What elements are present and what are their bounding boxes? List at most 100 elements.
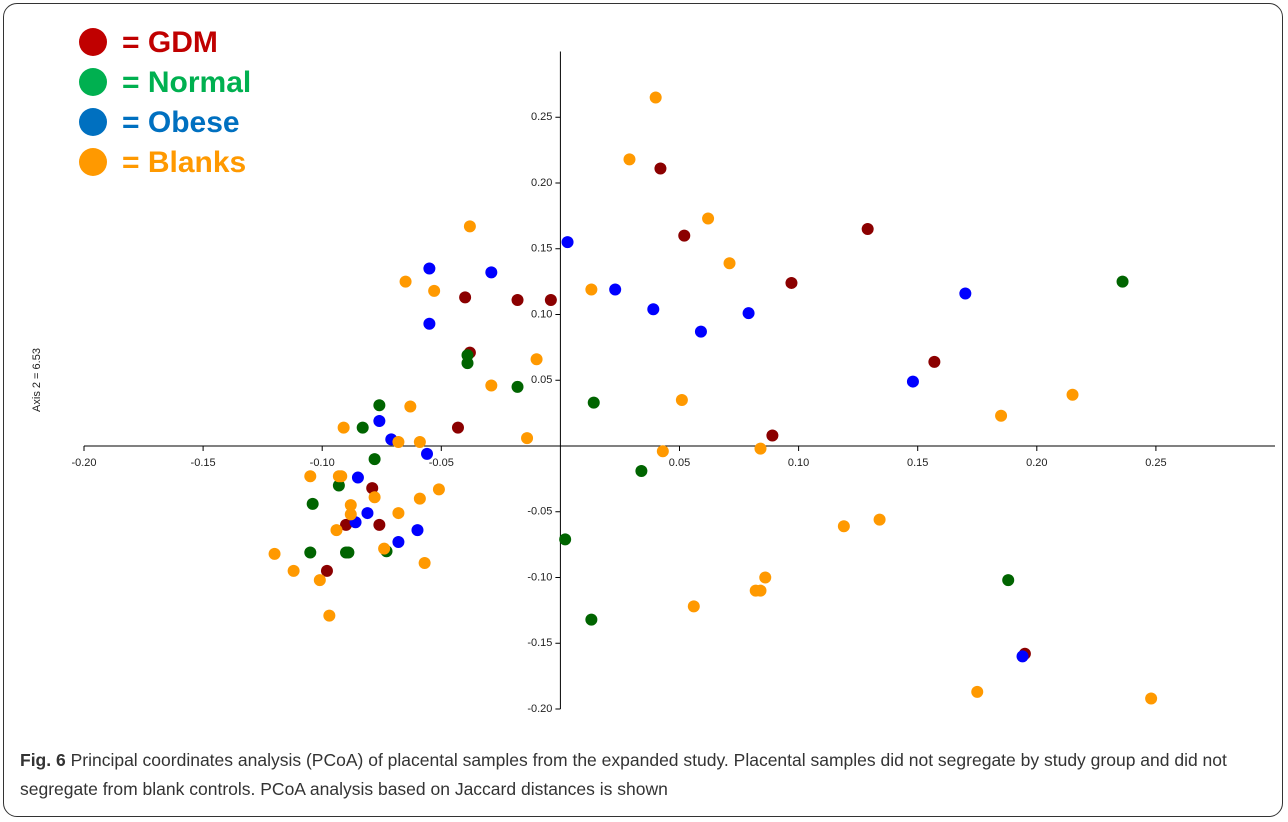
point	[423, 262, 436, 275]
legend-marker	[79, 148, 107, 176]
point	[399, 275, 412, 288]
point	[432, 483, 445, 496]
point	[928, 355, 941, 368]
x-tick-label: 0.25	[1145, 457, 1166, 469]
point	[623, 153, 636, 166]
point	[366, 482, 379, 495]
legend-marker	[79, 28, 107, 56]
point	[320, 564, 333, 577]
frame	[3, 3, 1283, 817]
point	[373, 518, 386, 531]
point	[373, 415, 386, 428]
point	[304, 470, 317, 483]
legend-label: = GDM	[122, 26, 218, 59]
point	[392, 507, 405, 520]
point	[337, 421, 350, 434]
point	[959, 287, 972, 300]
x-tick-label: -0.20	[71, 457, 96, 469]
point	[404, 400, 417, 413]
point	[656, 445, 669, 458]
point	[340, 518, 353, 531]
point	[342, 546, 355, 559]
point	[559, 533, 572, 546]
legend-marker	[79, 108, 107, 136]
y-tick-label: 0.25	[531, 111, 552, 123]
point	[418, 557, 431, 570]
point	[785, 276, 798, 289]
point	[675, 393, 688, 406]
point	[687, 600, 700, 613]
point	[485, 379, 498, 392]
point	[368, 491, 381, 504]
point	[511, 294, 524, 307]
legend-label: = Obese	[122, 106, 240, 139]
x-tick-label: 0.15	[907, 457, 928, 469]
y-tick-label: 0.15	[531, 243, 552, 255]
x-tick-label: -0.05	[429, 457, 454, 469]
legend-marker	[79, 68, 107, 96]
point	[459, 291, 472, 304]
y-tick-label: 0.05	[531, 374, 552, 386]
point	[304, 546, 317, 559]
point	[754, 584, 767, 597]
point	[861, 223, 874, 236]
point	[368, 453, 381, 466]
point	[463, 220, 476, 233]
point	[1066, 388, 1079, 401]
caption-text: Principal coordinates analysis (PCoA) of…	[20, 750, 1227, 799]
point	[344, 499, 357, 512]
caption-label: Fig. 6	[20, 750, 66, 770]
legend-label: = Blanks	[122, 146, 246, 179]
point	[268, 547, 281, 560]
y-tick-label: -0.20	[527, 703, 552, 715]
point	[837, 520, 850, 533]
point	[1116, 275, 1129, 288]
point	[647, 303, 660, 316]
legend-label: = Normal	[122, 66, 251, 99]
point	[1145, 692, 1158, 705]
point	[373, 399, 386, 412]
x-tick-label: -0.15	[191, 457, 216, 469]
point	[423, 317, 436, 330]
point	[351, 471, 364, 484]
point	[344, 508, 357, 521]
point	[530, 353, 543, 366]
point	[1002, 574, 1015, 587]
point	[971, 685, 984, 698]
point	[485, 266, 498, 279]
point	[413, 436, 426, 449]
point	[649, 91, 662, 104]
point	[413, 492, 426, 505]
point	[392, 535, 405, 548]
point	[561, 236, 574, 249]
point	[361, 507, 374, 520]
point	[754, 442, 767, 455]
point	[766, 429, 779, 442]
point	[1016, 650, 1029, 663]
point	[356, 421, 369, 434]
point	[378, 542, 391, 555]
point	[313, 574, 326, 587]
point	[392, 436, 405, 449]
point	[635, 464, 648, 477]
x-tick-label: 0.20	[1026, 457, 1047, 469]
y-tick-label: -0.15	[527, 637, 552, 649]
point	[332, 479, 345, 492]
point	[330, 524, 343, 537]
y-axis-label: Axis 2 = 6.53	[31, 348, 43, 412]
point	[678, 229, 691, 242]
point	[609, 283, 622, 296]
point	[723, 257, 736, 270]
point	[585, 613, 598, 626]
point	[323, 609, 336, 622]
y-tick-label: -0.10	[527, 571, 552, 583]
point	[873, 513, 886, 526]
point	[759, 571, 772, 584]
point	[451, 421, 464, 434]
point	[511, 380, 524, 393]
point	[742, 307, 755, 320]
point	[335, 470, 348, 483]
point	[585, 283, 598, 296]
caption: Fig. 6 Principal coordinates analysis (P…	[20, 746, 1275, 804]
x-tick-label: 0.05	[669, 457, 690, 469]
